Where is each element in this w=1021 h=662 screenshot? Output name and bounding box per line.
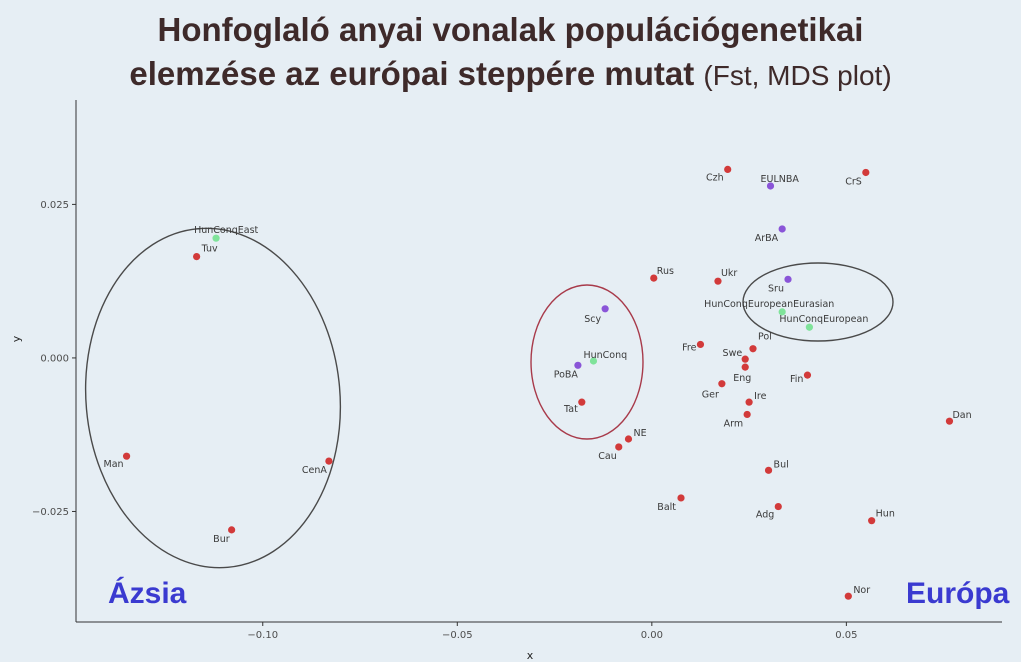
point-label-swe: Swe (723, 348, 743, 359)
point-label-pol: Pol (758, 332, 772, 343)
point-label-cau: Cau (598, 451, 616, 462)
point-balt (677, 494, 685, 502)
point-label-arm: Arm (724, 418, 744, 429)
point-bul (764, 466, 773, 474)
point-cau (615, 443, 623, 451)
point-arba (778, 225, 786, 233)
point-label-hunconqeast: HunConqEast (194, 225, 258, 236)
point-arm (743, 410, 751, 419)
point-label-adg: Adg (756, 510, 774, 521)
point-tat (578, 398, 586, 406)
title-line-1: Honfoglaló anyai vonalak populációgeneti… (157, 11, 864, 48)
point-label-crs: CrS (845, 176, 862, 187)
y-tick-label: 0.025 (40, 200, 69, 211)
point-fin (803, 371, 812, 379)
point-label-cena: CenA (302, 465, 327, 476)
point-label-arba: ArBA (755, 233, 779, 244)
point-eulnba (766, 182, 775, 190)
point-label-poba: PoBA (554, 369, 579, 380)
point-czh (724, 165, 732, 173)
title-suffix: (Fst, MDS plot) (703, 60, 892, 91)
x-tick-label: −0.05 (442, 630, 473, 641)
point-label-fin: Fin (790, 374, 803, 385)
point-dan (945, 417, 954, 425)
point-poba (574, 361, 582, 369)
point-label-eulnba: EULNBA (761, 174, 800, 185)
y-tick-label: 0.000 (40, 353, 69, 364)
axes: −0.10 −0.05 0.00 0.05 −0.025 0.000 0.025 x y (10, 100, 1002, 662)
point-label-hunconqeuropeaneurasian: HunConqEuropeanEurasian (704, 299, 834, 310)
point-label-bur: Bur (213, 534, 230, 545)
point-label-hunconq: HunConq (583, 350, 627, 361)
point-label-ne: NE (633, 428, 646, 439)
point-label-bul: Bul (774, 459, 789, 470)
x-tick-label: 0.00 (641, 630, 663, 641)
point-label-hunconqeuropean: HunConqEuropean (779, 314, 868, 325)
point-hunconqeuropean (805, 323, 814, 331)
point-label-eng: Eng (733, 373, 751, 384)
point-ne (624, 435, 633, 443)
y-tick-label: −0.025 (32, 507, 69, 518)
point-label-ukr: Ukr (721, 268, 737, 279)
point-pol (749, 345, 757, 353)
y-axis-title: y (10, 335, 23, 342)
steppe-cluster-ellipse (530, 284, 644, 440)
point-ukr (714, 277, 722, 285)
title-line-2: elemzése az európai steppére mutat (Fst,… (0, 52, 1021, 98)
point-label-balt: Balt (657, 502, 676, 513)
point-eng (741, 363, 749, 371)
point-label-fre: Fre (682, 342, 696, 353)
point-ire (745, 398, 753, 406)
asia-cluster-ellipse (84, 227, 342, 569)
point-hunconqeast (212, 234, 220, 242)
x-axis-title: x (527, 649, 534, 662)
region-label-europe: Európa (906, 577, 1010, 610)
point-crs (862, 168, 870, 177)
point-sru (784, 275, 792, 283)
point-fre (696, 340, 705, 349)
point-nor (844, 592, 852, 600)
european-conqueror-ellipse (742, 262, 894, 342)
point-man (122, 452, 131, 460)
point-adg (774, 502, 782, 511)
point-label-scy: Scy (584, 314, 601, 325)
point-label-hun: Hun (876, 509, 895, 520)
point-hunconq (589, 357, 598, 365)
point-ger (718, 380, 726, 388)
point-cena (325, 457, 333, 465)
point-label-man: Man (104, 459, 124, 470)
point-label-tat: Tat (563, 404, 578, 415)
point-label-ire: Ire (754, 391, 766, 402)
point-hunconqeuropeaneurasian (778, 308, 786, 316)
point-scy (601, 305, 609, 313)
data-points (122, 165, 954, 600)
point-rus (650, 274, 658, 282)
point-label-ger: Ger (702, 390, 719, 401)
point-tuv (193, 253, 201, 261)
point-labels: HunConqEast Tuv Man CenA Bur Scy HunConq PoBA Ta… (104, 172, 972, 596)
point-label-rus: Rus (657, 266, 674, 277)
title-line-2-main: elemzése az európai steppére mutat (129, 55, 695, 92)
region-label-asia: Ázsia (108, 576, 187, 610)
point-label-sru: Sru (768, 283, 784, 294)
cluster-ellipses (84, 227, 894, 569)
x-tick-label: 0.05 (835, 630, 857, 641)
point-label-nor: Nor (853, 585, 870, 596)
point-hun (868, 517, 876, 525)
point-label-dan: Dan (952, 410, 971, 421)
point-bur (228, 526, 236, 534)
x-tick-label: −0.10 (247, 630, 278, 641)
slide-title: Honfoglaló anyai vonalak populációgeneti… (0, 8, 1021, 98)
point-label-tuv: Tuv (201, 244, 218, 255)
point-swe (741, 355, 749, 363)
point-label-czh: Czh (706, 172, 724, 183)
